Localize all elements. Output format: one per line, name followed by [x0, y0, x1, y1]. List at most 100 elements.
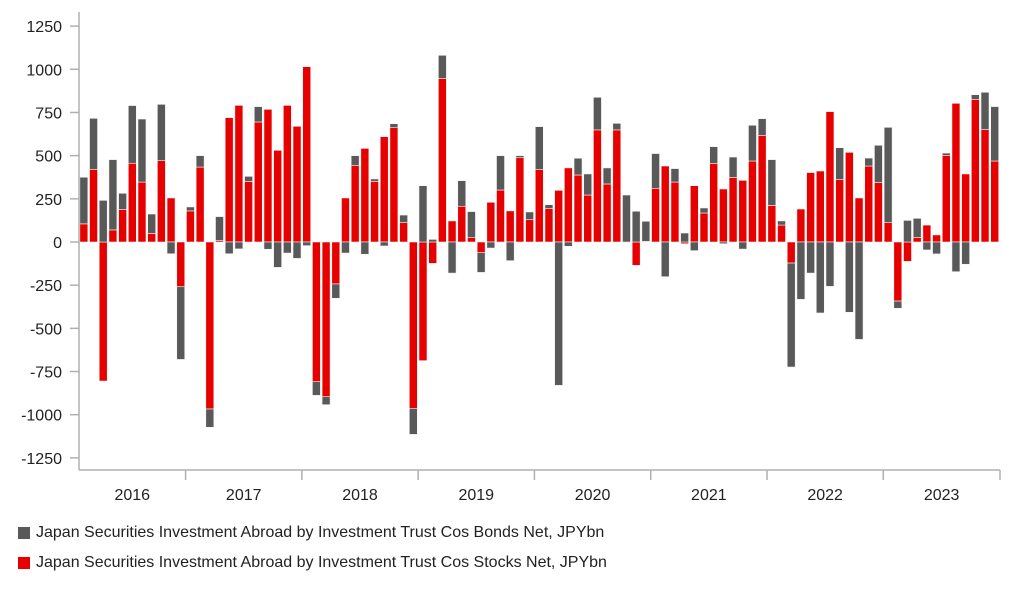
bar-stocks: [554, 190, 563, 243]
bar-bonds: [147, 213, 156, 234]
legend-swatch-stocks: [18, 557, 30, 569]
bar-bonds: [379, 241, 389, 247]
bar-stocks: [815, 170, 825, 243]
y-tick-label: 0: [53, 235, 62, 252]
bar-bonds: [205, 408, 215, 428]
bar-bonds: [961, 241, 970, 265]
bar-stocks: [447, 220, 457, 243]
bar-stocks: [534, 169, 544, 243]
bar-stocks: [205, 241, 215, 410]
bar-stocks: [660, 165, 670, 243]
bar-stocks: [631, 241, 641, 266]
bar-bonds: [331, 283, 341, 299]
legend-swatch-bonds: [18, 527, 30, 539]
bar-bonds: [680, 232, 689, 243]
bar-stocks: [932, 234, 941, 243]
bar-stocks: [186, 210, 195, 243]
bar-stocks: [176, 241, 186, 288]
bar-bonds: [360, 241, 370, 255]
bar-bonds: [253, 106, 263, 123]
bar-bonds: [273, 241, 282, 268]
bar-bonds: [215, 216, 224, 241]
bar-bonds: [980, 91, 990, 130]
bar-stocks: [79, 223, 89, 243]
bar-stocks: [670, 181, 680, 243]
bar-bonds: [815, 241, 825, 314]
bar-bonds: [447, 241, 457, 274]
bar-bonds: [932, 241, 941, 255]
y-tick-label: -250: [30, 278, 62, 295]
bar-stocks: [341, 197, 350, 243]
bar-stocks: [118, 209, 127, 243]
bar-stocks: [564, 167, 573, 243]
bar-stocks: [612, 129, 622, 243]
bar-bonds: [515, 155, 525, 159]
y-tick-label: 250: [35, 192, 62, 209]
bar-stocks: [399, 222, 408, 243]
bar-bonds: [757, 118, 767, 136]
y-tick-label: 1000: [26, 62, 62, 79]
bar-bonds: [224, 241, 234, 255]
bar-bonds: [622, 194, 631, 243]
bar-bonds: [893, 300, 903, 309]
bar-stocks: [147, 233, 156, 243]
bar-bonds: [186, 206, 195, 212]
bar-bonds: [389, 123, 399, 128]
bar-stocks: [283, 105, 292, 243]
bar-stocks: [980, 129, 990, 243]
bar-stocks: [602, 183, 612, 243]
bar-stocks: [486, 201, 496, 243]
bar-stocks: [525, 219, 534, 243]
bar-stocks: [835, 179, 844, 243]
bar-bonds: [728, 156, 738, 178]
bar-bonds: [127, 105, 137, 164]
x-tick-label: 2021: [691, 487, 727, 504]
bar-stocks: [409, 241, 418, 409]
bar-stocks: [263, 109, 273, 243]
bar-stocks: [292, 125, 302, 243]
y-tick-label: 750: [35, 105, 62, 122]
bar-stocks: [893, 241, 903, 302]
bar-bonds: [234, 241, 244, 250]
bar-stocks: [379, 136, 389, 243]
bar-bonds: [544, 204, 554, 209]
bar-stocks: [845, 152, 854, 243]
bar-stocks: [234, 105, 244, 243]
bar-stocks: [544, 208, 554, 243]
bar-stocks: [951, 103, 961, 243]
bar-stocks: [690, 185, 699, 243]
bar-stocks: [941, 155, 951, 243]
bar-stocks: [331, 241, 341, 285]
bar-bonds: [321, 396, 331, 405]
bar-bonds: [573, 157, 583, 176]
bar-stocks: [166, 197, 176, 243]
bar-stocks: [709, 163, 718, 243]
y-tick-label: -1000: [21, 408, 62, 425]
bar-bonds: [971, 94, 980, 100]
bar-stocks: [757, 135, 767, 243]
legend-item-bonds: Japan Securities Investment Abroad by In…: [18, 524, 604, 542]
bar-stocks: [321, 241, 331, 398]
bar-stocks: [796, 208, 806, 243]
bar-bonds: [854, 241, 864, 340]
x-tick-label: 2016: [114, 487, 150, 504]
bar-stocks: [127, 162, 137, 243]
bar-bonds: [941, 152, 951, 156]
bar-bonds: [990, 106, 1000, 162]
bar-stocks: [312, 241, 321, 383]
bar-bonds: [806, 241, 815, 274]
bar-stocks: [370, 181, 379, 243]
bar-bonds: [157, 104, 166, 161]
bar-bonds: [651, 153, 660, 189]
bar-bonds: [602, 167, 612, 185]
x-tick-label: 2019: [458, 487, 494, 504]
bar-stocks: [786, 241, 796, 264]
bar-bonds: [903, 220, 912, 243]
legend-label-stocks: Japan Securities Investment Abroad by In…: [36, 554, 607, 571]
bar-stocks: [825, 111, 835, 243]
bar-bonds: [399, 214, 408, 223]
bar-stocks: [389, 127, 399, 243]
bar-stocks: [699, 212, 709, 243]
bar-bonds: [912, 218, 922, 238]
bar-bonds: [176, 286, 186, 360]
